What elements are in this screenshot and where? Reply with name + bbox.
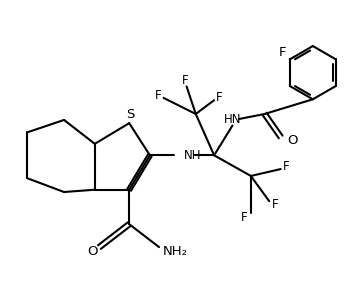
Text: HN: HN [224, 113, 242, 126]
Text: F: F [272, 198, 278, 211]
Text: F: F [182, 74, 189, 87]
Text: NH: NH [183, 149, 201, 162]
Text: F: F [155, 89, 162, 102]
Text: F: F [279, 46, 286, 59]
Text: S: S [126, 108, 134, 121]
Text: F: F [283, 160, 289, 173]
Text: O: O [87, 245, 98, 258]
Text: F: F [241, 211, 247, 224]
Text: NH₂: NH₂ [162, 245, 187, 258]
Text: F: F [216, 91, 223, 104]
Text: O: O [288, 134, 298, 147]
